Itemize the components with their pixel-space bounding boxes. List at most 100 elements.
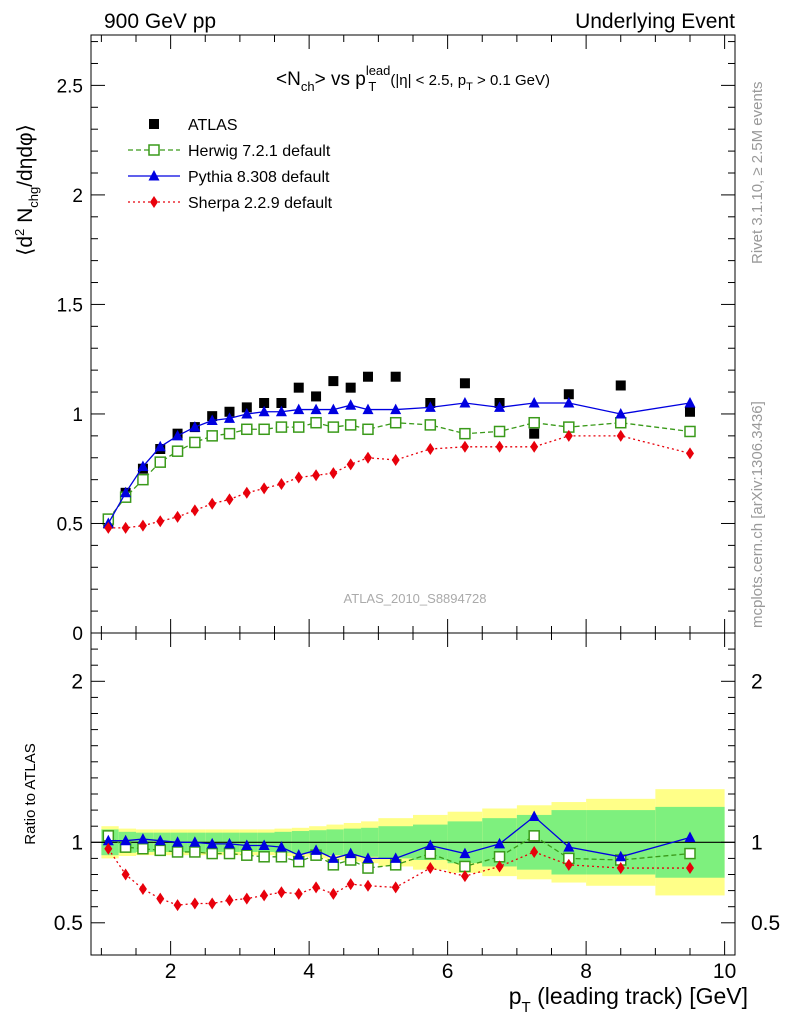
y-tick-label: 0.5 [57, 514, 83, 535]
point-pythia [390, 403, 402, 415]
point-sherpa [564, 429, 573, 442]
ratio-point-sherpa [564, 858, 573, 871]
ratio-point-pythia [528, 810, 540, 822]
point-herwig [206, 430, 218, 442]
ratio-point-sherpa [363, 879, 372, 892]
ratio-point-sherpa [312, 881, 321, 894]
point-herwig [362, 423, 374, 436]
point-pythia [684, 397, 696, 408]
ratio-point-pythia [172, 836, 184, 847]
ratio-point-pythia [102, 834, 114, 846]
point-atlas [224, 406, 235, 417]
point-atlas [459, 378, 470, 389]
ratio-point-pythia [189, 836, 201, 847]
point-herwig [344, 419, 357, 431]
point-herwig [424, 419, 437, 431]
point-pythia [345, 399, 357, 410]
ratio-point-sherpa [685, 862, 694, 875]
point-pythia [494, 401, 506, 412]
point-sherpa [225, 493, 234, 506]
point-herwig [275, 421, 288, 433]
x-tick-label: 2 [165, 960, 177, 983]
ratio-point-sherpa [460, 870, 469, 883]
point-herwig [327, 421, 340, 433]
legend-marker-herwig [148, 144, 160, 156]
point-atlas [241, 402, 252, 413]
point-pythia [310, 403, 322, 415]
ratio-point-herwig [275, 851, 288, 863]
ratio-point-herwig [189, 846, 201, 858]
ratio-point-pythia [362, 852, 374, 863]
ratio-point-sherpa [495, 860, 504, 873]
series-line-sherpa [108, 435, 691, 529]
point-sherpa [312, 469, 321, 482]
ratio-point-herwig [171, 846, 184, 858]
point-sherpa [156, 515, 165, 528]
point-pythia [424, 401, 436, 412]
ratio-point-pythia [223, 837, 235, 849]
ratio-point-herwig [137, 842, 149, 855]
legend-label-atlas: ATLAS [188, 117, 238, 134]
point-sherpa [242, 486, 251, 499]
point-pythia [137, 460, 149, 472]
point-pythia [362, 403, 374, 415]
point-atlas [311, 391, 322, 402]
point-sherpa [426, 443, 435, 455]
y-tick-label: 0 [72, 624, 83, 645]
point-sherpa [363, 451, 372, 464]
ratio-point-sherpa [173, 899, 182, 912]
point-pythia [223, 412, 235, 423]
legend-marker-pythia [148, 170, 160, 181]
y-axis-label-ratio: Ratio to ATLAS [22, 743, 39, 844]
y-tick-label: 0.5 [54, 912, 83, 935]
y-tick-label: 1 [751, 831, 763, 854]
point-herwig [684, 425, 696, 438]
plot-title: <Nch> vs plead T (|η| < 2.5, pT > 0.1 GeV) [276, 63, 550, 94]
ratio-point-sherpa [242, 892, 251, 905]
point-sherpa [616, 429, 625, 442]
point-atlas [362, 371, 373, 382]
ratio-point-sherpa [156, 892, 165, 905]
point-herwig [137, 473, 149, 486]
point-pythia [327, 403, 339, 415]
point-atlas [684, 406, 695, 417]
y-tick-label: 1.5 [57, 295, 83, 316]
ratio-point-herwig [206, 847, 218, 860]
point-atlas [259, 398, 270, 408]
ratio-point-pythia [327, 852, 339, 863]
point-sherpa [104, 521, 113, 534]
ratio-point-herwig [258, 851, 270, 863]
ratio-point-pythia [258, 839, 270, 851]
legend-label-sherpa: Sherpa 2.2.9 default [188, 195, 333, 212]
ratio-point-herwig [459, 860, 471, 873]
header-right: Underlying Event [575, 10, 735, 33]
ratio-point-sherpa [426, 862, 435, 875]
ratio-point-pythia [345, 847, 357, 859]
point-pythia [206, 414, 218, 426]
ratio-point-pythia [494, 837, 506, 849]
ratio-point-herwig [223, 847, 236, 860]
point-herwig [389, 416, 402, 429]
point-sherpa [530, 440, 539, 453]
ratio-point-pythia [459, 847, 471, 859]
series-line-herwig [107, 422, 691, 520]
legend-label-herwig: Herwig 7.2.1 default [188, 143, 331, 160]
ratio-panel: 0.5 0.5 1 1 2 2 2 4 6 8 10 [54, 632, 780, 983]
ratio-point-sherpa [225, 894, 234, 907]
rivet-label: Rivet 3.1.10, ≥ 2.5M events [749, 82, 766, 265]
point-pythia [172, 429, 184, 441]
point-sherpa [277, 478, 286, 491]
point-sherpa [138, 519, 147, 532]
ratio-point-herwig [424, 847, 437, 860]
point-sherpa [685, 447, 694, 460]
ratio-point-pythia [615, 850, 627, 862]
ratio-point-sherpa [391, 881, 400, 894]
ratio-point-sherpa [260, 889, 269, 902]
point-herwig [292, 421, 305, 433]
point-atlas [293, 382, 304, 393]
ratio-point-herwig [154, 844, 166, 857]
ratio-point-sherpa [121, 868, 130, 881]
ratio-point-sherpa [190, 897, 199, 910]
ratio-point-sherpa [208, 897, 217, 910]
